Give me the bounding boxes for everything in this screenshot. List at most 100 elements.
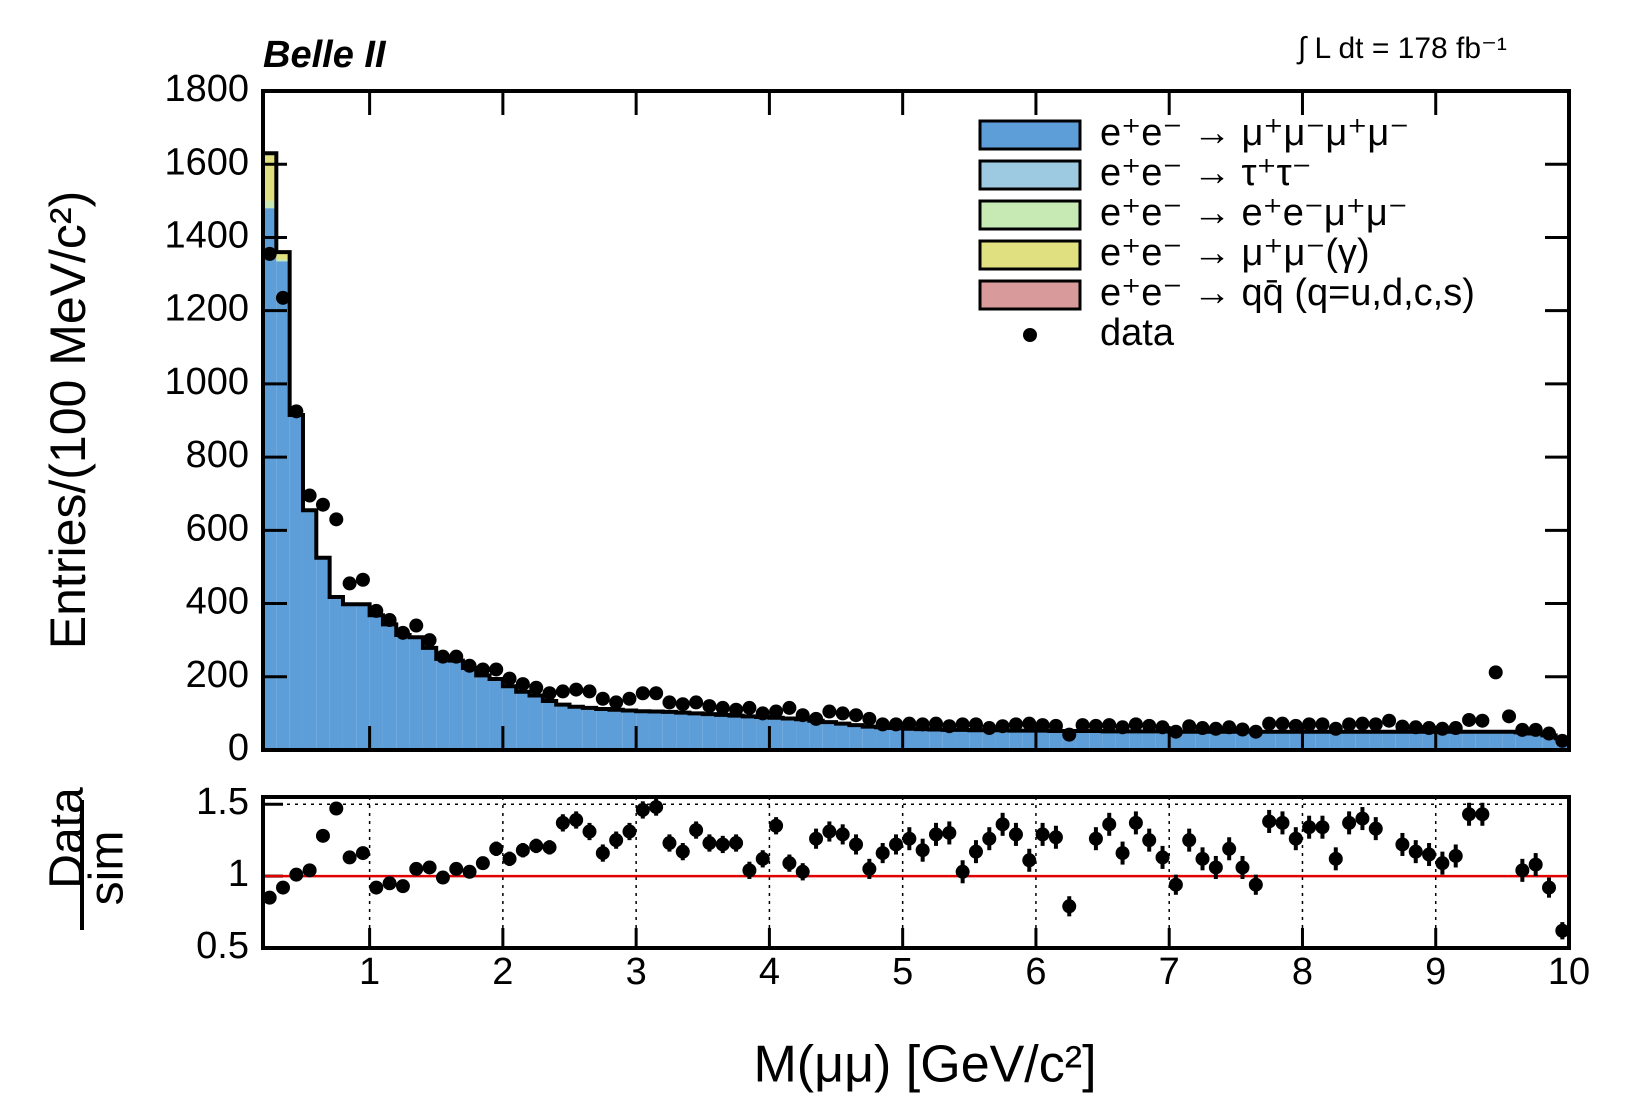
ratio-point [542, 840, 557, 855]
data-point [755, 706, 770, 721]
ratio-point [569, 813, 584, 828]
ratio-point [702, 836, 717, 851]
stack-segment [809, 720, 823, 750]
stack-segment [1342, 731, 1356, 750]
ratio-point [1035, 827, 1050, 842]
data-point [369, 603, 384, 618]
stack-segment [1422, 731, 1436, 750]
legend-marker [1023, 328, 1037, 342]
luminosity-annotation: ∫ L dt = 178 fb⁻¹ [1296, 32, 1507, 65]
data-point [1515, 722, 1530, 737]
stack-segment [316, 557, 330, 750]
stack-segment [1195, 731, 1210, 750]
stack-segment [502, 686, 517, 750]
data-point [315, 497, 330, 512]
data-point [1315, 717, 1330, 732]
data-point [955, 717, 970, 732]
data-point [382, 613, 397, 628]
stack-segment [876, 727, 890, 750]
ratio-point [382, 876, 397, 891]
legend-swatch [978, 279, 1082, 311]
stack-segment [916, 729, 930, 750]
ratio-point [995, 817, 1010, 832]
data-point [1208, 721, 1223, 736]
data-point [769, 704, 784, 719]
stack-segment [1289, 731, 1303, 750]
ratio-point [1235, 860, 1250, 875]
x-tick-label: 5 [892, 951, 913, 993]
x-tick-label: 3 [626, 951, 647, 993]
stack-segment [1369, 731, 1383, 750]
ratio-point [355, 846, 370, 861]
ratio-point [1275, 815, 1290, 830]
stack-segment [1222, 731, 1236, 750]
ratio-point [622, 824, 637, 839]
stack-segment [582, 707, 597, 750]
data-point [809, 711, 824, 726]
data-point [1155, 720, 1170, 735]
data-point [529, 680, 544, 695]
ratio-point [1115, 846, 1130, 861]
x-tick-label: 4 [759, 951, 780, 993]
ratio-point [1168, 877, 1183, 892]
ratio-y-tick-label: 1 [228, 853, 249, 895]
data-point [902, 716, 917, 731]
ratio-point [809, 831, 824, 846]
stack-segment [1075, 730, 1090, 750]
ratio-point [315, 828, 330, 843]
stack-segment [969, 730, 983, 750]
ratio-point [609, 833, 624, 848]
data-point [1435, 721, 1450, 736]
legend-label: e⁺e⁻ → e⁺e⁻μ⁺μ⁻ [1100, 192, 1408, 234]
ratio-point [1435, 856, 1450, 871]
data-point [1448, 721, 1463, 736]
stack-segment [462, 667, 477, 750]
stack-segment [1315, 731, 1330, 750]
data-point [329, 512, 344, 527]
data-point [595, 691, 610, 706]
stack-segment [1275, 731, 1290, 750]
data-point [515, 677, 530, 692]
ratio-point [395, 879, 410, 894]
data-point [435, 649, 450, 664]
stack-segment [1409, 731, 1423, 750]
data-point [1062, 727, 1077, 742]
stack-segment [542, 700, 557, 750]
stack-segment [1022, 730, 1036, 750]
stack-segment [1209, 731, 1223, 750]
stack-segment [649, 711, 663, 750]
stack-segment [489, 678, 503, 750]
data-point [702, 699, 717, 714]
stack-segment [902, 728, 916, 750]
x-tick-label: 6 [1025, 951, 1046, 993]
data-point [275, 290, 290, 305]
x-tick-label: 1 [359, 951, 380, 993]
stack-segment [1035, 730, 1050, 750]
stack-segment [862, 726, 877, 750]
stack-segment [1449, 731, 1463, 750]
legend-swatch [978, 239, 1082, 271]
y-tick-label: 200 [186, 654, 249, 696]
data-point [675, 697, 690, 712]
data-point [355, 572, 370, 587]
data-point [995, 719, 1010, 734]
data-point [1262, 716, 1277, 731]
data-point [502, 671, 517, 686]
data-point [302, 488, 317, 503]
stack-segment [796, 719, 810, 750]
data-point [1342, 717, 1357, 732]
data-point [915, 717, 930, 732]
data-point [889, 717, 904, 732]
legend-label: e⁺e⁻ → μ⁺μ⁻(γ) [1100, 232, 1370, 274]
data-point [835, 706, 850, 721]
stack-segment [622, 710, 637, 750]
stack-segment [276, 252, 290, 260]
data-point [1022, 716, 1037, 731]
legend-label: e⁺e⁻ → μ⁺μ⁻μ⁺μ⁻ [1100, 112, 1409, 154]
ratio-point [1062, 899, 1077, 914]
ratio-point [1022, 853, 1037, 868]
data-point [395, 625, 410, 640]
data-point [1275, 716, 1290, 731]
stack-segment [1462, 731, 1476, 750]
y-tick-label: 400 [186, 581, 249, 623]
